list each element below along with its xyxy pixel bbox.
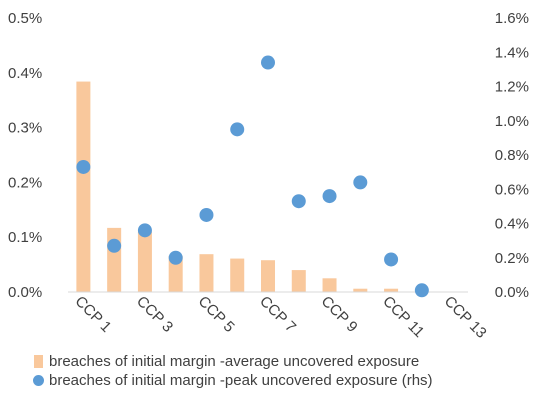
scatter-point [137, 223, 152, 238]
scatter-point [322, 189, 337, 204]
bar [291, 270, 306, 292]
category-label: CCP 9 [318, 293, 361, 336]
category-label: CCP 7 [256, 293, 299, 336]
bar [261, 260, 275, 292]
left-tick-label: 0.2% [8, 174, 42, 191]
right-tick-label: 0.0% [495, 284, 529, 301]
right-tick-label: 1.2% [495, 79, 529, 96]
scatter-point [168, 250, 183, 265]
scatter-series [76, 55, 429, 298]
category-label: CCP 13 [441, 293, 490, 342]
legend: breaches of initial margin -average unco… [33, 352, 433, 390]
x-axis: CCP 1 CCP 3 CCP 5 CCP 7 CCP 9 CCP 11 CCP 13 [72, 293, 490, 342]
left-tick-label: 0.5% [8, 10, 42, 27]
right-tick-label: 0.8% [495, 147, 529, 164]
right-tick-label: 0.2% [495, 250, 529, 267]
bar [137, 231, 152, 292]
bar [107, 227, 122, 292]
left-tick-label: 0.0% [8, 284, 42, 301]
right-tick-label: 1.4% [495, 44, 529, 61]
left-tick-label: 0.1% [8, 229, 42, 246]
bar [384, 288, 399, 292]
category-label: CCP 1 [72, 293, 115, 336]
legend-bar-swatch [34, 355, 43, 368]
left-tick-label: 0.3% [8, 120, 42, 137]
bar [230, 258, 245, 292]
bar [353, 288, 368, 292]
left-axis: 0.0% 0.1% 0.2% 0.3% 0.4% 0.5% [8, 10, 42, 301]
category-label: CCP 5 [195, 293, 238, 336]
legend-entry-average: breaches of initial margin -average unco… [34, 352, 433, 371]
bar [76, 81, 91, 293]
scatter-point [291, 194, 306, 209]
bar [199, 254, 214, 292]
left-tick-label: 0.4% [8, 65, 42, 82]
legend-dot-swatch [33, 375, 44, 386]
bar [168, 255, 183, 292]
right-tick-label: 0.6% [495, 181, 529, 198]
scatter-point [384, 252, 399, 267]
category-label: CCP 3 [133, 293, 176, 336]
legend-label-peak: breaches of initial margin -peak uncover… [49, 372, 433, 389]
scatter-point [353, 175, 368, 190]
bar-series [76, 81, 399, 293]
scatter-point [199, 207, 214, 222]
right-axis: 0.0% 0.2% 0.4% 0.6% 0.8% 1.0% 1.2% 1.4% 1.6% [495, 10, 529, 301]
legend-entry-peak: breaches of initial margin -peak uncover… [33, 371, 433, 390]
right-tick-label: 1.6% [495, 10, 529, 27]
bar [322, 278, 337, 292]
category-label: CCP 11 [379, 293, 427, 341]
scatter-point [107, 238, 122, 253]
scatter-point [414, 283, 429, 298]
scatter-point [230, 122, 245, 137]
scatter-point [261, 55, 275, 70]
right-tick-label: 1.0% [495, 113, 529, 130]
right-tick-label: 0.4% [495, 216, 529, 233]
scatter-point [76, 159, 91, 174]
legend-label-average: breaches of initial margin -average unco… [49, 353, 420, 370]
